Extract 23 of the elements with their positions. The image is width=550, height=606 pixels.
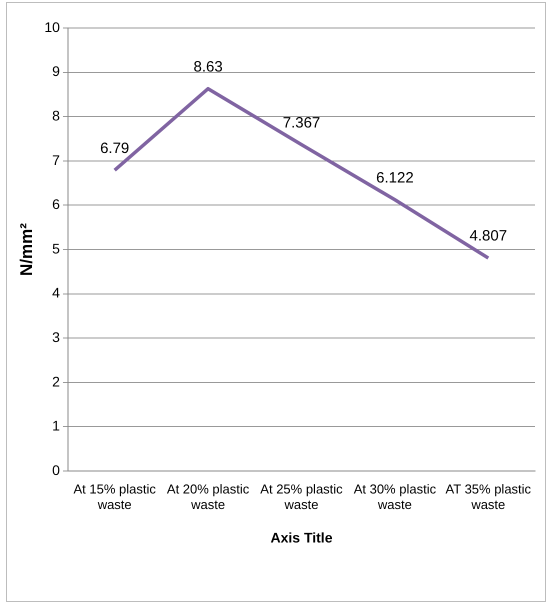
y-tick-label: 7 (52, 152, 60, 168)
y-tick-label: 1 (52, 418, 60, 434)
y-tick-label: 2 (52, 373, 60, 390)
y-tick-label: 10 (44, 18, 60, 35)
data-label: 4.807 (470, 228, 508, 245)
x-axis-title: Axis Title (270, 529, 333, 546)
x-tick-label: AT 35% plastic waste (446, 481, 532, 512)
x-tick-label: At 25% plastic waste (260, 481, 344, 512)
y-tick-label: 4 (52, 284, 60, 301)
data-label: 8.63 (193, 58, 223, 76)
y-tick-label: 6 (52, 196, 60, 212)
y-tick-label: 9 (52, 63, 60, 80)
data-label: 6.79 (100, 140, 130, 157)
data-label: 7.367 (282, 114, 320, 132)
y-tick-label: 5 (52, 240, 60, 256)
y-tick-label: 8 (52, 107, 60, 124)
x-tick-label: At 20% plastic waste (166, 481, 250, 512)
y-tick-label: 3 (52, 328, 60, 345)
y-tick-label: 0 (52, 462, 60, 478)
data-label: 6.122 (376, 169, 414, 186)
x-tick-label: At 15% plastic waste (73, 481, 156, 512)
y-axis-title: N/mm² (16, 222, 36, 276)
x-tick-label: At 30% plastic waste (354, 481, 437, 512)
